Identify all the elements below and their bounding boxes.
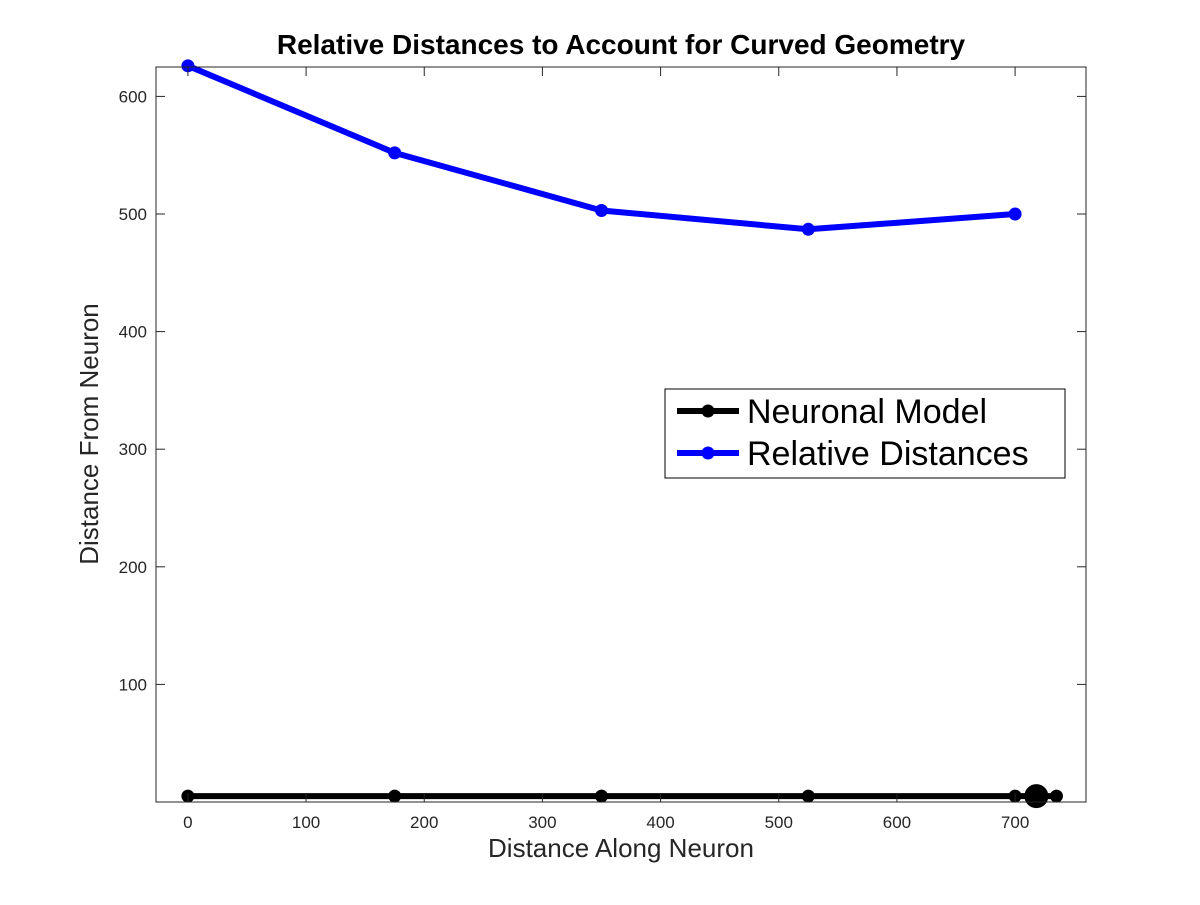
y-tick-label-100: 100 <box>119 675 147 694</box>
y-axis-label: Distance From Neuron <box>74 303 104 565</box>
x-tick-label-100: 100 <box>292 813 320 832</box>
x-tick-label-700: 700 <box>1001 813 1029 832</box>
legend-marker-neuronal-model <box>701 404 715 418</box>
data-point-relative-distances-2 <box>595 203 608 217</box>
soma-marker <box>1024 784 1049 809</box>
legend: Neuronal Model Relative Distances <box>664 388 1066 479</box>
legend-entry-relative-distances: Relative Distances <box>677 435 1029 473</box>
data-point-relative-distances-1 <box>388 146 402 160</box>
data-point-relative-distances-0 <box>181 59 195 73</box>
y-tick-label-500: 500 <box>119 205 147 224</box>
x-tick-label-200: 200 <box>410 813 438 832</box>
data-point-neuronal-model-2 <box>595 789 608 803</box>
legend-label-neuronal-model: Neuronal Model <box>747 393 987 431</box>
y-tick-label-300: 300 <box>119 440 147 459</box>
legend-box <box>664 388 1066 479</box>
data-point-neuronal-model-1 <box>388 789 402 803</box>
x-tick-label-0: 0 <box>183 813 192 832</box>
x-tick-label-500: 500 <box>765 813 793 832</box>
data-point-neuronal-model-5 <box>1049 789 1063 803</box>
chart-title: Relative Distances to Account for Curved… <box>277 29 966 60</box>
x-tick-label-300: 300 <box>528 813 556 832</box>
legend-label-relative-distances: Relative Distances <box>747 435 1029 473</box>
data-point-relative-distances-3 <box>801 222 815 236</box>
y-tick-label-400: 400 <box>119 323 147 342</box>
x-tick-label-600: 600 <box>883 813 911 832</box>
series-relative-distances <box>181 59 1022 236</box>
legend-marker-relative-distances <box>701 446 715 460</box>
axes-group: 0 100 200 300 400 500 600 700 100 200 300 400 500 600 <box>119 66 1087 832</box>
x-axis-label: Distance Along Neuron <box>488 833 754 863</box>
data-point-neuronal-model-3 <box>801 789 815 803</box>
data-point-relative-distances-4 <box>1008 207 1022 221</box>
x-tick-label-400: 400 <box>646 813 674 832</box>
y-tick-label-600: 600 <box>119 87 147 106</box>
legend-entry-neuronal-model: Neuronal Model <box>677 393 987 431</box>
axes-frame <box>155 66 1087 803</box>
y-tick-label-200: 200 <box>119 558 147 577</box>
